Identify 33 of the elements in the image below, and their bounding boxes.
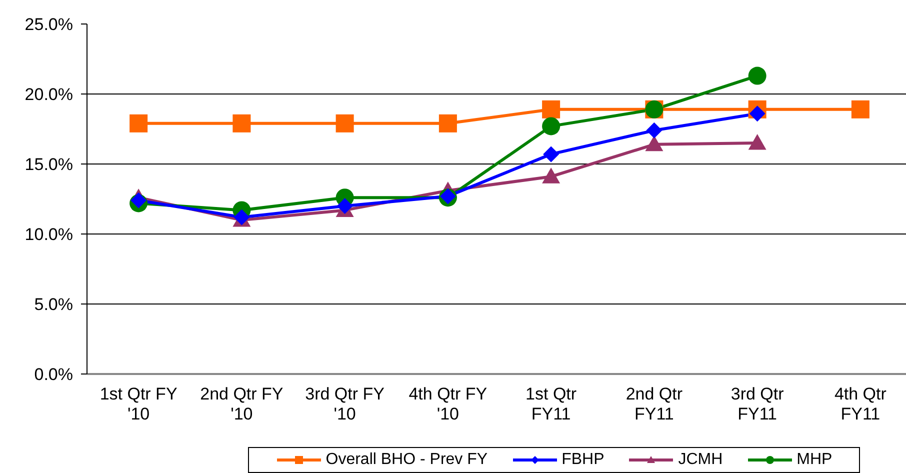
y-tick-label: 25.0% (24, 15, 73, 34)
legend-label: MHP (796, 451, 832, 469)
point (542, 168, 560, 184)
point (542, 100, 560, 118)
x-tick-label: 2nd Qtr FY11 (626, 384, 683, 424)
point (336, 114, 354, 132)
point (748, 66, 766, 85)
point (336, 198, 353, 214)
point (543, 146, 560, 162)
legend-label: FBHP (562, 451, 604, 469)
point (438, 114, 457, 132)
x-tick-label: 2nd Qtr FY '10 (200, 384, 284, 424)
y-tick-label: 5.0% (34, 295, 73, 314)
point (232, 114, 251, 132)
point (851, 100, 870, 118)
point (130, 114, 148, 132)
point (749, 106, 766, 122)
x-tick-label: 3rd Qtr FY11 (730, 384, 784, 424)
legend-label: JCMH (678, 451, 723, 469)
x-tick-label: 4th Qtr FY11 (834, 384, 887, 424)
y-tick-label: 20.0% (24, 85, 73, 104)
y-tick-label: 10.0% (24, 225, 73, 244)
y-tick-label: 15.0% (24, 155, 73, 174)
x-tick-label: 1st Qtr FY11 (526, 384, 577, 424)
point (646, 122, 662, 138)
x-tick-label: 4th Qtr FY '10 (408, 384, 488, 424)
x-tick-label: 1st Qtr FY '10 (100, 384, 178, 424)
y-tick-label: 0.0% (34, 365, 73, 384)
point (645, 135, 664, 152)
legend-label: Overall BHO - Prev FY (326, 451, 488, 469)
point (748, 134, 766, 150)
x-tick-label: 3rd Qtr FY '10 (305, 384, 384, 424)
point (542, 117, 560, 136)
